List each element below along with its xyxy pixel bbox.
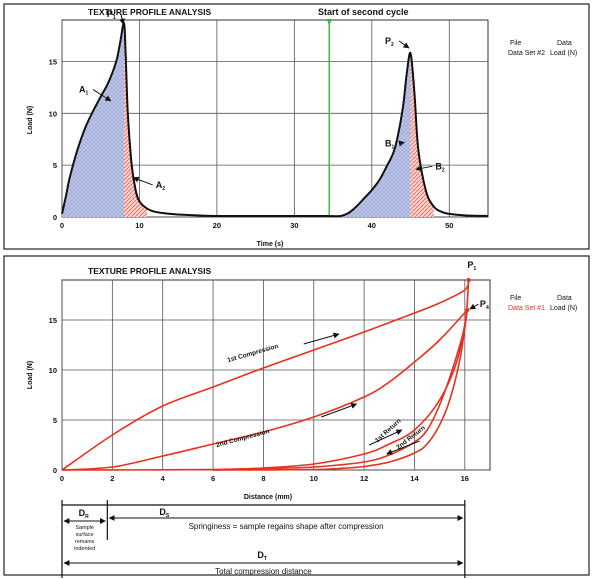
annotation-arrow — [132, 176, 153, 186]
annotation-a1: A1 — [79, 85, 89, 97]
point-p4 — [465, 308, 470, 312]
x-tick-label: 2 — [110, 474, 114, 483]
x-tick-label: 10 — [135, 221, 143, 230]
y-tick-label: 10 — [49, 109, 57, 118]
x-tick-label: 6 — [211, 474, 215, 483]
dt-note: Total compression distance — [215, 567, 312, 576]
x-tick-label: 50 — [445, 221, 453, 230]
panel-1-annotations: P1 A1 A2 P2 B1 B2 — [79, 9, 445, 192]
x-tick-label: 30 — [290, 221, 298, 230]
y-tick-label: 5 — [53, 161, 57, 170]
point-label-p4: P4 — [480, 299, 489, 311]
panel-1-ylabel: Load (N) — [27, 106, 34, 134]
dr-label: DR — [79, 508, 90, 520]
annotation-a2: A2 — [156, 180, 166, 192]
panel-2-ticks: 0 2 4 6 8 10 12 14 16 0 5 10 15 — [49, 316, 469, 483]
dr-note-line: remains — [75, 539, 95, 545]
x-tick-label: 8 — [261, 474, 265, 483]
shaded-area-a2 — [124, 23, 148, 217]
panel-1-legend: File Data Data Set #2 Load (N) — [508, 40, 577, 57]
shaded-area-a1 — [62, 23, 124, 217]
panel-2-ylabel: Load (N) — [27, 361, 34, 389]
annotation-p1: P1 — [107, 9, 116, 21]
x-tick-label: 16 — [461, 474, 469, 483]
x-tick-label: 10 — [310, 474, 318, 483]
x-tick-label: 0 — [60, 474, 64, 483]
dr-note-line: surface — [76, 532, 94, 538]
shaded-area-b2 — [410, 53, 434, 218]
panel-1-second-cycle-marker — [326, 19, 333, 217]
y-tick-label: 10 — [49, 366, 57, 375]
point-p4-arrow — [469, 303, 479, 310]
panel-1-title: TEXTURE PROFILE ANALYSIS — [88, 7, 211, 17]
load-curve — [61, 22, 489, 218]
panel-1-xlabel: Time (s) — [257, 241, 284, 248]
y-tick-label: 15 — [49, 57, 57, 66]
panel-2-points: P1 P4 — [465, 260, 489, 312]
legend-data-label: Data — [557, 40, 572, 47]
dr-note-line: Sample — [75, 525, 94, 531]
x-tick-label: 12 — [360, 474, 368, 483]
x-tick-label: 0 — [60, 221, 64, 230]
dr-note-line: indented — [74, 546, 95, 552]
legend-file-label: File — [510, 40, 521, 47]
panel-1-marker-label: Start of second cycle — [318, 7, 409, 17]
panel-1-shaded-areas — [62, 23, 434, 218]
series-1st-return — [61, 279, 470, 471]
legend-file-label: File — [510, 295, 521, 302]
legend-data-value: Load (N) — [550, 305, 577, 312]
legend-file-value: Data Set #2 — [508, 50, 545, 57]
curve-label-arrow — [386, 440, 420, 455]
panel-2-series — [61, 279, 470, 471]
panel-2-title: TEXTURE PROFILE ANALYSIS — [88, 266, 211, 276]
annotation-arrow — [398, 40, 410, 49]
x-tick-label: 40 — [368, 221, 376, 230]
point-label-p1: P1 — [467, 260, 476, 272]
curve-label-arrow — [303, 332, 340, 345]
curve-label-arrow — [321, 403, 358, 418]
legend-data-label: Data — [557, 295, 572, 302]
shaded-area-b1 — [340, 53, 411, 218]
x-tick-label: 20 — [213, 221, 221, 230]
y-tick-label: 5 — [53, 416, 57, 425]
series-2nd-return — [213, 309, 469, 471]
series-1st-compression — [61, 279, 470, 471]
y-tick-label: 15 — [49, 316, 57, 325]
ds-label: DS — [159, 507, 170, 519]
legend-data-value: Load (N) — [550, 50, 577, 57]
point-p1 — [466, 278, 471, 282]
chart-panel-1: P1 A1 A2 P2 B1 B2 0 10 20 30 40 50 0 5 10 15 TEXTURE P… — [3, 3, 590, 250]
panel-1-series — [61, 22, 489, 218]
annotation-arrow — [415, 165, 433, 172]
panel-1-ticks: 0 10 20 30 40 50 0 5 10 15 — [49, 57, 454, 230]
annotation-arrow — [119, 13, 125, 25]
panel-2-legend: File Data Data Set #1 Load (N) — [508, 295, 577, 312]
annotation-p2: P2 — [385, 36, 394, 48]
y-tick-label: 0 — [53, 466, 57, 475]
legend-file-value: Data Set #1 — [508, 305, 545, 312]
second-cycle-arrowhead — [326, 19, 333, 25]
curve-label-arrow — [368, 429, 403, 446]
annotation-arrow — [398, 140, 405, 147]
series-2nd-compression — [61, 309, 468, 471]
annotation-arrow — [92, 89, 112, 102]
x-tick-label: 14 — [410, 474, 419, 483]
annotation-b2: B2 — [435, 161, 445, 173]
series-inner-loop — [213, 309, 469, 471]
annotation-b1: B1 — [385, 138, 395, 150]
ds-note: Springiness = sample regains shape after… — [189, 522, 384, 531]
dt-label: DT — [257, 550, 267, 562]
y-tick-label: 0 — [53, 213, 57, 222]
panel-2-xlabel: Distance (mm) — [244, 494, 292, 501]
x-tick-label: 4 — [161, 474, 166, 483]
